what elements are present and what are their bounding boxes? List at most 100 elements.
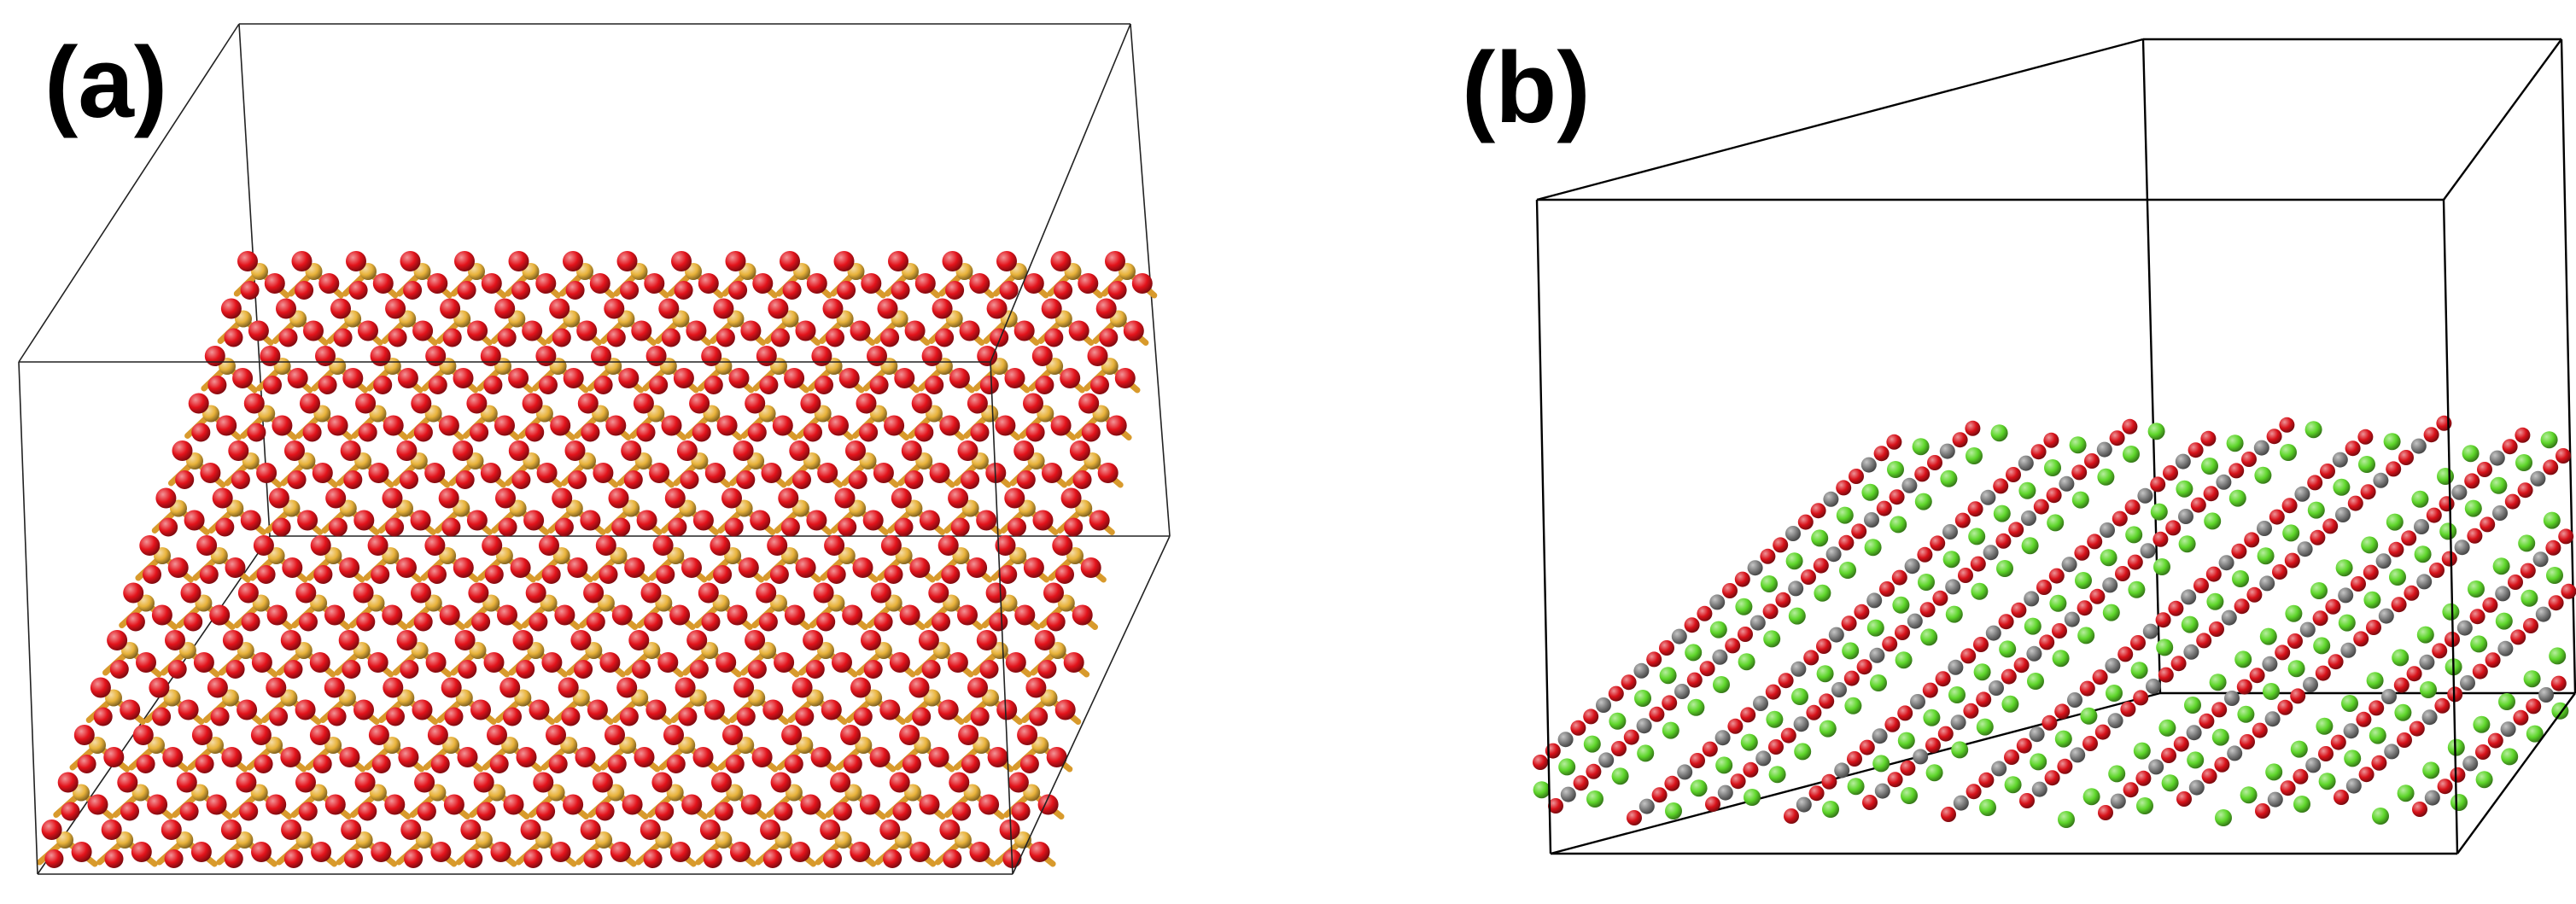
red-atom bbox=[873, 463, 894, 483]
red-atom bbox=[2487, 732, 2503, 749]
red-atom bbox=[914, 273, 936, 294]
grey-atom bbox=[1834, 762, 1850, 779]
gold-atom bbox=[726, 784, 744, 802]
red-atom bbox=[458, 660, 477, 679]
red-atom bbox=[1743, 761, 1759, 778]
green-atom bbox=[1709, 621, 1727, 639]
red-atom bbox=[523, 849, 543, 868]
green-atom bbox=[2310, 582, 2328, 599]
grey-atom bbox=[2305, 757, 2322, 773]
red-atom bbox=[206, 794, 227, 815]
red-atom bbox=[291, 251, 313, 271]
red-atom bbox=[745, 630, 766, 650]
red-atom bbox=[2561, 583, 2576, 599]
red-atom bbox=[803, 630, 824, 650]
red-atom bbox=[1034, 630, 1055, 650]
red-atom bbox=[151, 604, 172, 626]
green-atom bbox=[1558, 758, 1576, 776]
red-atom bbox=[948, 487, 969, 509]
red-atom bbox=[2084, 453, 2100, 469]
red-atom bbox=[604, 298, 625, 319]
red-atom bbox=[1967, 501, 1983, 517]
red-atom bbox=[1843, 670, 1860, 686]
red-atom bbox=[356, 612, 376, 632]
green-atom bbox=[2187, 751, 2205, 769]
red-atom bbox=[410, 510, 431, 531]
green-atom bbox=[2106, 685, 2123, 702]
red-atom bbox=[454, 630, 476, 650]
green-atom bbox=[1738, 653, 1755, 671]
red-atom bbox=[987, 747, 1008, 767]
grey-atom bbox=[2067, 692, 2082, 708]
gold-atom bbox=[514, 689, 532, 707]
green-atom bbox=[1870, 674, 1887, 691]
red-atom bbox=[919, 510, 940, 531]
green-atom bbox=[2394, 703, 2412, 721]
red-atom bbox=[986, 298, 1008, 319]
red-atom bbox=[649, 463, 670, 483]
red-atom bbox=[467, 320, 488, 341]
green-atom bbox=[2439, 522, 2457, 540]
green-atom bbox=[1966, 447, 1983, 464]
red-atom bbox=[2353, 631, 2369, 647]
grey-atom bbox=[1953, 795, 1969, 811]
red-atom bbox=[2391, 597, 2407, 613]
red-atom bbox=[117, 772, 138, 793]
red-atom bbox=[2280, 780, 2296, 796]
red-atom bbox=[618, 368, 640, 388]
red-atom bbox=[372, 273, 394, 294]
red-atom bbox=[548, 755, 568, 773]
red-atom bbox=[131, 842, 152, 862]
grey-atom bbox=[2530, 470, 2546, 487]
grey-atom bbox=[1866, 592, 1883, 609]
green-atom bbox=[2123, 446, 2140, 463]
red-atom bbox=[673, 368, 694, 388]
green-atom bbox=[1735, 598, 1753, 615]
green-atom bbox=[2470, 635, 2488, 653]
red-atom bbox=[1025, 677, 1047, 698]
grey-atom bbox=[2061, 557, 2077, 573]
red-atom bbox=[1611, 741, 1627, 756]
red-atom bbox=[2044, 770, 2060, 786]
green-atom bbox=[1637, 744, 1655, 762]
gold-atom bbox=[429, 784, 447, 802]
grey-atom bbox=[1796, 796, 1812, 813]
red-atom bbox=[344, 849, 363, 868]
red-atom bbox=[348, 281, 368, 300]
grey-atom bbox=[1747, 560, 1763, 576]
red-atom bbox=[2001, 668, 2017, 685]
red-atom bbox=[2320, 464, 2335, 479]
red-atom bbox=[2369, 700, 2385, 716]
red-atom bbox=[368, 725, 389, 745]
grey-atom bbox=[1557, 732, 1574, 748]
red-atom bbox=[2406, 666, 2422, 682]
green-atom bbox=[2501, 748, 2519, 766]
red-atom bbox=[2211, 702, 2228, 718]
red-atom bbox=[2434, 697, 2450, 714]
red-atom bbox=[2517, 482, 2533, 499]
green-atom bbox=[2447, 738, 2465, 756]
red-atom bbox=[1659, 640, 1674, 656]
red-atom bbox=[516, 747, 537, 767]
red-atom bbox=[2550, 675, 2567, 691]
red-atom bbox=[985, 582, 1007, 604]
red-atom bbox=[928, 582, 949, 604]
grey-atom bbox=[2500, 721, 2516, 738]
red-atom bbox=[260, 346, 281, 366]
red-atom bbox=[2556, 448, 2571, 464]
red-atom bbox=[652, 535, 674, 556]
red-atom bbox=[164, 849, 184, 868]
green-atom bbox=[1912, 438, 1930, 456]
red-atom bbox=[1008, 772, 1029, 793]
red-atom bbox=[1004, 368, 1025, 388]
gold-atom bbox=[252, 594, 270, 612]
red-atom bbox=[1017, 725, 1038, 745]
grey-atom bbox=[1825, 546, 1842, 563]
grey-atom bbox=[1717, 784, 1733, 801]
grey-atom bbox=[1864, 512, 1879, 528]
red-atom bbox=[728, 368, 750, 388]
red-atom bbox=[428, 376, 447, 394]
red-atom bbox=[2163, 465, 2178, 481]
red-atom bbox=[2236, 679, 2252, 695]
red-atom bbox=[520, 819, 541, 840]
